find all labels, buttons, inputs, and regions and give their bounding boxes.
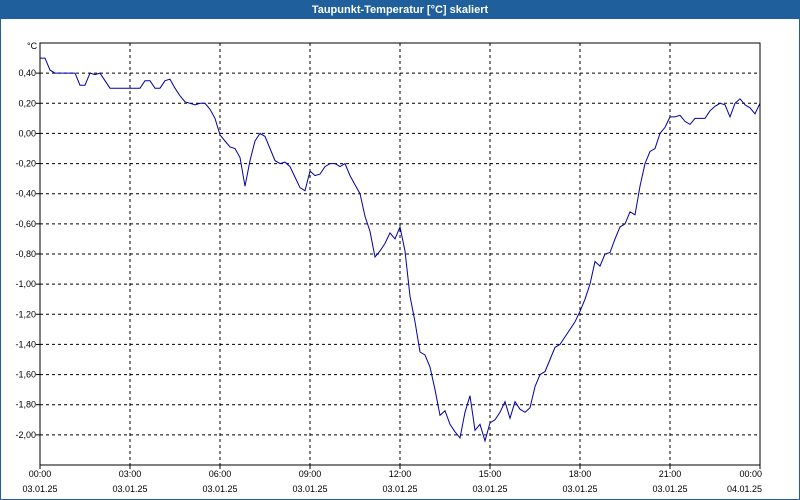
x-tick-time-label: 03:00 (119, 469, 142, 479)
x-tick-time-label: 15:00 (479, 469, 502, 479)
y-tick-label: 0,20 (18, 98, 36, 108)
y-tick-label: 0,40 (18, 68, 36, 78)
x-tick-date-label: 03.01.25 (292, 484, 327, 494)
y-tick-label: -0,40 (15, 189, 36, 199)
x-tick-time-label: 06:00 (209, 469, 232, 479)
y-tick-label: -1,80 (15, 400, 36, 410)
y-axis-ticks: 0,40 0,20 0,00 -0,20 -0,40 -0,60 -0,80 -1,00 -1,… (15, 68, 40, 440)
y-tick-label: -0,80 (15, 249, 36, 259)
x-tick-time-label: 09:00 (299, 469, 322, 479)
x-tick-time-label: 12:00 (389, 469, 412, 479)
x-tick-date-label: 03.01.25 (472, 484, 507, 494)
window-title: Taupunkt-Temperatur [°C] skaliert (1, 1, 799, 19)
series-line (40, 57, 761, 443)
x-tick-date-label: 03.01.25 (562, 484, 597, 494)
y-tick-label: -1,60 (15, 370, 36, 380)
x-tick-time-label: 00:00 (29, 469, 52, 479)
y-tick-label: -1,40 (15, 339, 36, 349)
y-tick-label: 0,00 (18, 128, 36, 138)
grid-lines (40, 43, 760, 465)
x-tick-date-label: 03.01.25 (382, 484, 417, 494)
y-tick-label: -1,20 (15, 309, 36, 319)
x-axis-ticks: 00:00 03.01.25 03:00 03.01.25 06:00 03.01.25 0… (22, 465, 762, 494)
x-tick-date-label: 03.01.25 (202, 484, 237, 494)
x-tick-date-label: 03.01.25 (652, 484, 687, 494)
y-tick-label: -0,20 (15, 159, 36, 169)
x-tick-time-label: 21:00 (659, 469, 682, 479)
plot-area (39, 42, 761, 466)
x-tick-date-label: 04.01.25 (727, 484, 762, 494)
y-tick-label: -1,00 (15, 279, 36, 289)
x-tick-date-label: 03.01.25 (112, 484, 147, 494)
x-tick-time-label: 00:00 (739, 469, 762, 479)
y-axis-label: °C (27, 41, 38, 51)
x-tick-time-label: 18:00 (569, 469, 592, 479)
x-tick-date-label: 03.01.25 (22, 484, 57, 494)
y-tick-label: -2,00 (15, 430, 36, 440)
y-tick-label: -0,60 (15, 219, 36, 229)
